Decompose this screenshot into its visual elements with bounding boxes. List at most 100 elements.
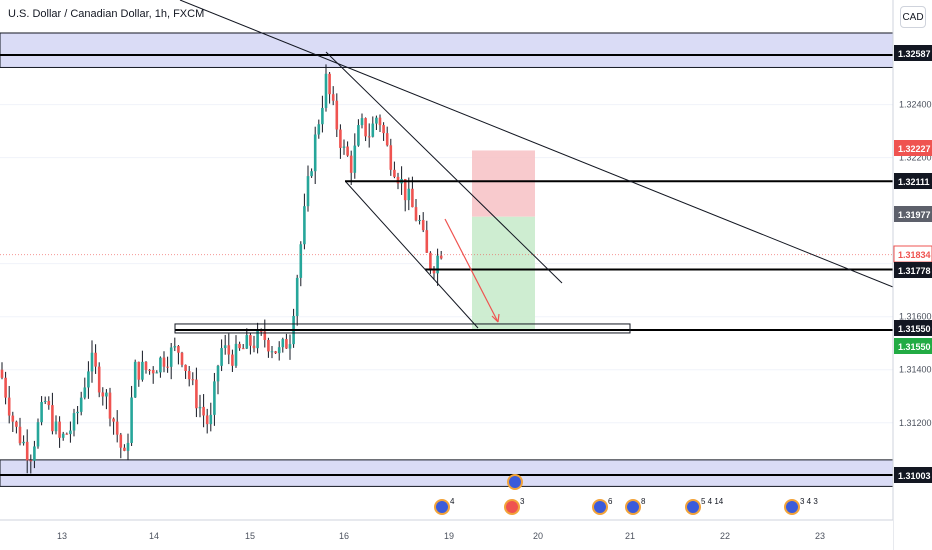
candle-down	[137, 361, 141, 380]
candle-up	[54, 421, 58, 432]
candle-up	[418, 219, 421, 221]
us-flag-icon[interactable]	[592, 499, 608, 515]
candle-down	[97, 366, 101, 393]
us-flag-icon[interactable]	[625, 499, 641, 515]
event-count: 6	[608, 497, 613, 506]
time-axis[interactable]	[0, 520, 893, 550]
candle-up	[357, 125, 360, 146]
candle-up	[133, 361, 137, 398]
candle-up	[436, 255, 439, 274]
candle-up	[126, 442, 130, 451]
price-label	[894, 206, 932, 222]
candle-down	[393, 169, 396, 177]
candle-down	[177, 346, 180, 353]
event-count: 3 4 3	[800, 497, 818, 506]
candle-up	[317, 124, 321, 135]
price-label-text: 1.32111	[898, 177, 930, 187]
candle-down	[0, 369, 4, 378]
canada-flag-icon[interactable]	[504, 499, 520, 515]
candle-down	[238, 343, 241, 349]
y-tick-label: 1.32400	[899, 100, 932, 110]
candle-down	[11, 415, 15, 422]
candle-up	[69, 430, 72, 435]
candle-down	[414, 207, 418, 221]
us-flag-icon[interactable]	[507, 474, 523, 490]
candle-down	[274, 351, 277, 354]
price-label-text: 1.31834	[898, 250, 931, 260]
candle-up	[209, 414, 213, 425]
chart-title: U.S. Dollar / Canadian Dollar, 1h, FXCM	[8, 8, 205, 20]
price-label	[894, 173, 932, 189]
candle-down	[195, 379, 198, 409]
candle-down	[151, 370, 155, 374]
x-tick-label: 15	[245, 531, 255, 541]
candle-down	[202, 406, 205, 416]
price-label-text: 1.31977	[898, 210, 931, 220]
projection-arrow[interactable]	[444, 218, 499, 323]
candles	[0, 64, 443, 474]
candle-up	[295, 277, 299, 316]
x-tick-label: 20	[533, 531, 543, 541]
candle-up	[36, 422, 40, 447]
candle-up	[360, 118, 364, 126]
x-tick-label: 13	[57, 531, 67, 541]
candle-up	[130, 397, 133, 443]
price-label	[894, 45, 932, 61]
candle-down	[396, 176, 400, 184]
candle-up	[407, 188, 411, 201]
candle-down	[108, 392, 112, 419]
candle-down	[180, 352, 184, 365]
trendline-long[interactable]	[179, 0, 894, 288]
candle-down	[15, 421, 18, 427]
candle-up	[159, 357, 162, 373]
channel-upper-line[interactable]	[325, 51, 563, 284]
candle-up	[141, 361, 144, 380]
position-target-zone[interactable]	[472, 216, 535, 330]
candle-down	[25, 441, 29, 461]
candle-down	[119, 434, 123, 448]
candle-up	[375, 117, 378, 124]
candle-down	[385, 133, 389, 146]
candle-down	[191, 379, 195, 381]
price-label	[894, 338, 932, 354]
us-flag-icon[interactable]	[784, 499, 800, 515]
candle-down	[29, 460, 33, 462]
candle-down	[425, 230, 429, 253]
candle-down	[58, 421, 61, 438]
candle-up	[324, 73, 328, 108]
arrow-head	[491, 313, 500, 323]
price-label-text: 1.32587	[898, 49, 931, 59]
channel-lower-line[interactable]	[345, 181, 479, 329]
candle-up	[43, 400, 47, 402]
us-flag-icon[interactable]	[685, 499, 701, 515]
candle-up	[79, 397, 83, 412]
candle-up	[216, 365, 220, 382]
candle-down	[148, 369, 151, 371]
support-box[interactable]	[174, 323, 631, 334]
candle-up	[313, 134, 317, 172]
candle-up	[303, 206, 306, 245]
price-label	[894, 467, 932, 483]
candle-down	[429, 252, 432, 270]
candle-down	[382, 125, 385, 134]
us-flag-icon[interactable]	[434, 499, 450, 515]
candle-up	[155, 372, 159, 374]
candle-up	[72, 413, 76, 431]
candle-down	[166, 366, 169, 368]
candle-down	[378, 117, 382, 126]
price-label-text: 1.31778	[898, 266, 931, 276]
candle-down	[421, 219, 425, 231]
candle-down	[328, 73, 331, 95]
candle-up	[321, 107, 324, 125]
position-stop-zone[interactable]	[472, 150, 535, 217]
candle-down	[94, 352, 97, 367]
candle-down	[439, 255, 443, 259]
y-tick-label: 1.32200	[899, 153, 932, 163]
resistance-zone	[0, 32, 894, 68]
candle-down	[346, 146, 349, 156]
candle-down	[249, 335, 252, 346]
candle-up	[33, 446, 36, 461]
candle-down	[335, 100, 339, 130]
currency-button[interactable]: CAD	[900, 6, 926, 28]
